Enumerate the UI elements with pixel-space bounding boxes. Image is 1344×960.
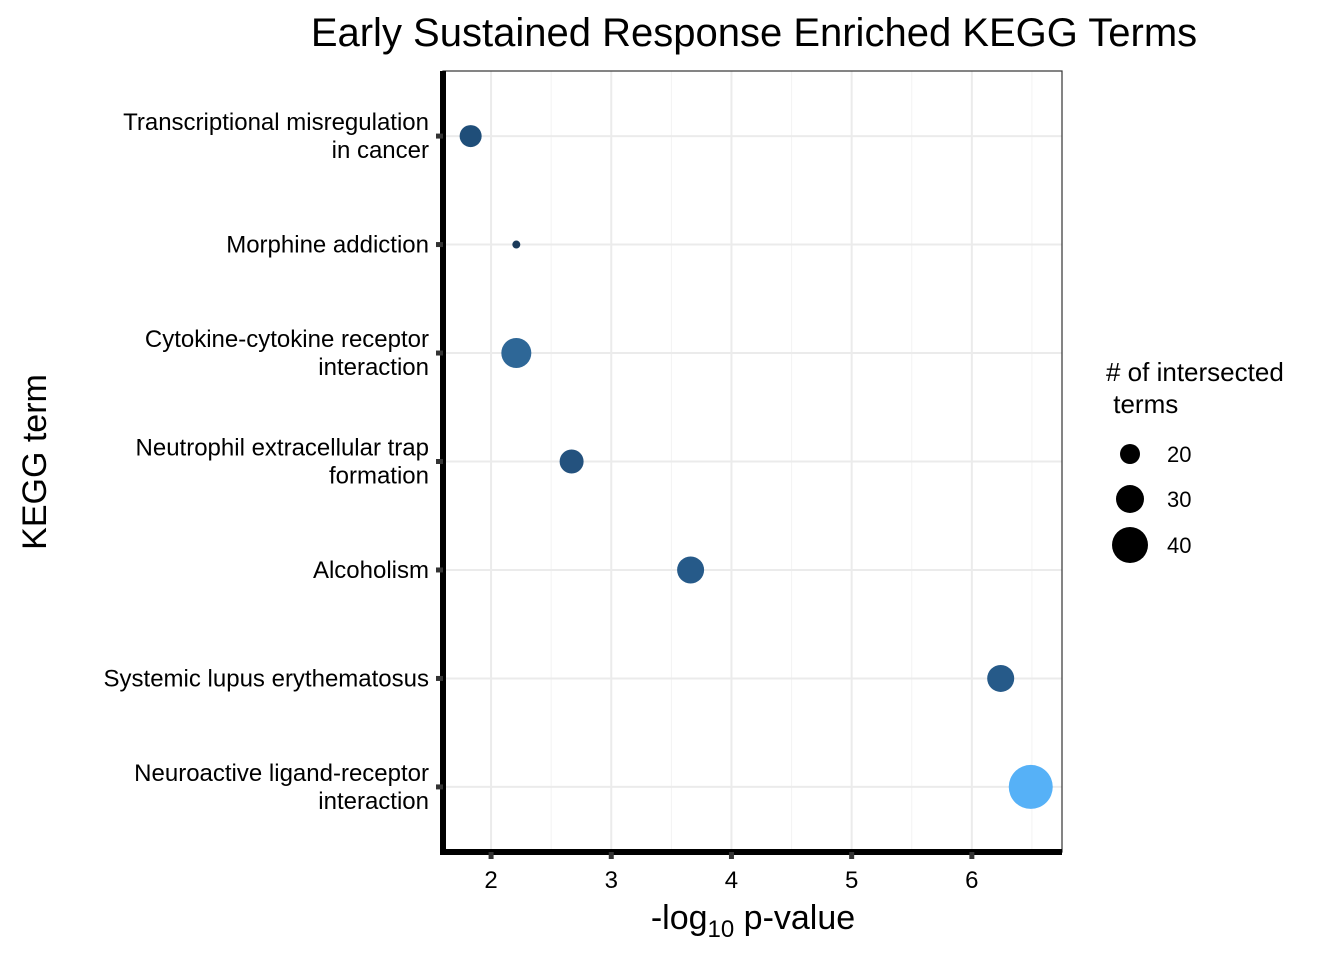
legend: # of intersected terms 20 30 40 bbox=[1106, 357, 1284, 563]
data-point bbox=[1008, 764, 1053, 809]
data-point bbox=[987, 664, 1015, 692]
x-tick-label: 4 bbox=[725, 867, 738, 894]
y-tick-label-line: Neutrophil extracellular trap bbox=[136, 435, 429, 462]
y-tick-label: Neuroactive ligand-receptor interaction bbox=[134, 760, 429, 815]
x-tick-label: 6 bbox=[965, 867, 978, 894]
y-tick-label-line: interaction bbox=[318, 788, 429, 815]
chart-title: Early Sustained Response Enriched KEGG T… bbox=[311, 11, 1197, 55]
legend-title: # of intersected terms bbox=[1106, 357, 1284, 419]
x-tick-label: 2 bbox=[484, 867, 497, 894]
y-tick-label-line: Neuroactive ligand-receptor bbox=[134, 760, 429, 787]
x-axis-title: -log10 p-value bbox=[651, 899, 855, 943]
y-tick-label: Systemic lupus erythematosus bbox=[104, 665, 429, 692]
data-point bbox=[501, 338, 532, 369]
y-tick-label-line: Morphine addiction bbox=[226, 232, 429, 259]
data-point bbox=[459, 125, 482, 148]
data-point bbox=[559, 449, 584, 474]
y-tick-label-line: formation bbox=[329, 463, 429, 490]
y-tick-label-line: in cancer bbox=[332, 137, 429, 164]
y-tick-label-line: Alcoholism bbox=[313, 557, 429, 584]
data-points bbox=[459, 125, 1053, 809]
y-tick-label: Transcriptional misregulation in cancer bbox=[123, 109, 429, 164]
axes bbox=[436, 70, 1063, 859]
legend-key-label: 30 bbox=[1167, 487, 1191, 512]
legend-key-dot bbox=[1120, 444, 1140, 464]
y-tick-label: Cytokine-cytokine receptor interaction bbox=[145, 326, 429, 381]
legend-title-line-2: terms bbox=[1106, 389, 1178, 419]
legend-key-label: 20 bbox=[1167, 442, 1191, 467]
legend-key-dot bbox=[1112, 527, 1148, 563]
y-tick-label: Alcoholism bbox=[313, 557, 429, 584]
x-tick-labels: 2 3 4 5 6 bbox=[484, 867, 978, 894]
y-tick-label-line: Cytokine-cytokine receptor bbox=[145, 326, 429, 353]
y-tick-label-line: interaction bbox=[318, 354, 429, 381]
legend-key-label: 40 bbox=[1167, 533, 1191, 558]
x-tick-label: 3 bbox=[605, 867, 618, 894]
data-point bbox=[512, 240, 521, 249]
legend-title-line-1: # of intersected bbox=[1106, 357, 1284, 387]
y-tick-label: Morphine addiction bbox=[226, 232, 429, 259]
data-point bbox=[677, 556, 705, 584]
grid bbox=[443, 71, 1062, 852]
y-tick-label-line: Transcriptional misregulation bbox=[123, 109, 429, 136]
legend-key-dot bbox=[1116, 485, 1144, 513]
y-tick-label-line: Systemic lupus erythematosus bbox=[104, 665, 429, 692]
y-tick-labels: Transcriptional misregulation in cancer Mo… bbox=[104, 109, 429, 815]
y-axis-title: KEGG term bbox=[16, 374, 54, 550]
legend-items: 20 30 40 bbox=[1112, 442, 1191, 563]
x-tick-label: 5 bbox=[845, 867, 858, 894]
y-tick-label: Neutrophil extracellular trap formation bbox=[136, 435, 429, 490]
